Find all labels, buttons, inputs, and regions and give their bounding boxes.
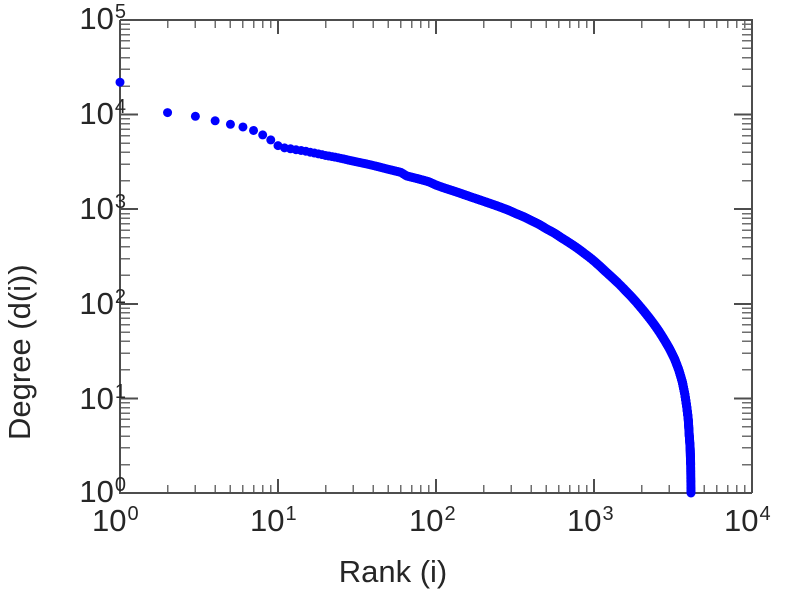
data-point <box>258 130 268 140</box>
data-point <box>163 108 173 118</box>
x-tick-label-1: 101 <box>250 502 297 538</box>
y-tick-label-3: 103 <box>79 190 126 226</box>
data-point <box>686 488 696 498</box>
x-axis-title: Rank (i) <box>338 554 448 589</box>
data-point <box>210 116 220 126</box>
data-point <box>190 111 200 121</box>
data-point <box>115 77 125 87</box>
y-tick-label-2: 102 <box>79 285 126 321</box>
data-point <box>266 135 276 145</box>
y-tick-label-4: 104 <box>79 95 126 131</box>
axis-box-top-right <box>120 18 754 493</box>
axis-box <box>118 20 752 495</box>
x-tick-label-4: 104 <box>724 502 771 538</box>
data-point <box>249 125 259 135</box>
y-tick-label-5: 105 <box>79 0 126 36</box>
x-tick-label-3: 103 <box>567 502 614 538</box>
x-tick-label-0: 100 <box>92 502 139 538</box>
data-point <box>225 119 235 129</box>
y-tick-label-0: 100 <box>79 473 126 509</box>
data-points-group <box>115 77 696 498</box>
y-tick-label-1: 101 <box>79 380 126 416</box>
y-axis-title: Degree (d(i)) <box>2 264 37 440</box>
data-point <box>238 122 248 132</box>
x-tick-label-2: 102 <box>409 502 456 538</box>
axis-ticks <box>119 19 753 494</box>
